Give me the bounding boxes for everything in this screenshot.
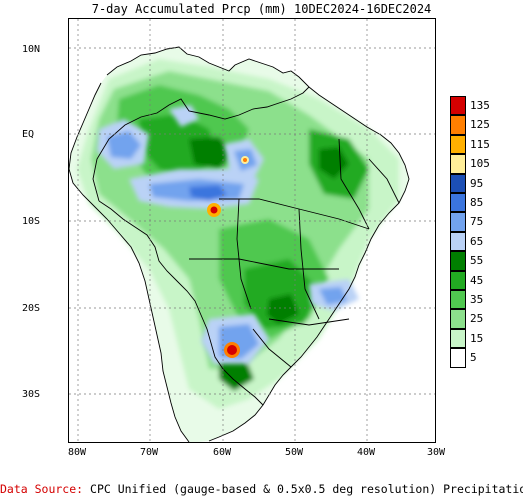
lon-tick-60w: 60W [212,447,232,458]
lon-tick-50w: 50W [284,447,304,458]
legend-swatch [450,96,466,116]
state-border [338,138,370,230]
brazil-north-border [92,86,310,202]
precip-core [227,345,237,355]
boundaries [69,46,410,442]
legend-label: 55 [470,254,484,268]
lon-tick-30w: 30W [426,447,446,458]
lat-tick-10n: 10N [22,44,41,55]
precip-shading [77,59,399,409]
data-source-footer: Data Source: CPC Unified (gauge-based & … [0,482,523,496]
state-border [252,328,292,368]
legend-swatch [450,348,466,368]
state-border [268,318,350,326]
precip-core [243,158,247,162]
legend-label: 105 [470,157,490,171]
lon-tick-70w: 70W [139,447,159,458]
graticule [69,19,435,442]
data-source-text: CPC Unified (gauge-based & 0.5x0.5 deg r… [90,482,523,496]
legend-swatch [450,212,466,232]
legend-label: 5 [470,351,477,365]
legend-label: 15 [470,331,484,345]
legend-swatch [450,173,466,193]
lon-tick-80w: 80W [67,447,87,458]
legend-label: 65 [470,234,484,248]
legend-swatch [450,251,466,271]
legend-label: 75 [470,215,484,229]
map-title: 7-day Accumulated Prcp (mm) 10DEC2024-16… [91,2,432,16]
legend-label: 25 [470,312,484,326]
legend-label: 45 [470,273,484,287]
lat-tick-10s: 10S [22,216,41,227]
precipitation-map-canvas [69,19,435,442]
legend-swatch [450,309,466,329]
legend-swatch [450,231,466,252]
legend-swatch [450,134,466,155]
legend-swatch [450,328,466,349]
data-source-label: Data Source: [0,482,84,496]
legend-label: 115 [470,137,490,151]
legend-label: 125 [470,118,490,132]
legend-swatch [450,154,466,174]
precipitation-map [68,18,436,443]
lat-tick-20s: 20S [22,303,41,314]
west-coastline [69,82,190,442]
legend-label: 85 [470,196,484,209]
legend-swatch [450,270,466,290]
precip-core [210,206,218,214]
legend-label: 135 [470,99,490,112]
lon-tick-40w: 40W [356,447,376,458]
lat-tick-eq: EQ [22,129,35,140]
state-border [189,258,339,270]
legend-swatch [450,290,466,310]
state-border [368,158,400,204]
legend-label: 35 [470,293,484,306]
legend-label: 95 [470,176,484,190]
lat-tick-30s: 30S [22,389,41,400]
legend-swatch [450,115,466,135]
brazil-border [98,200,264,406]
legend-swatch [450,193,466,213]
